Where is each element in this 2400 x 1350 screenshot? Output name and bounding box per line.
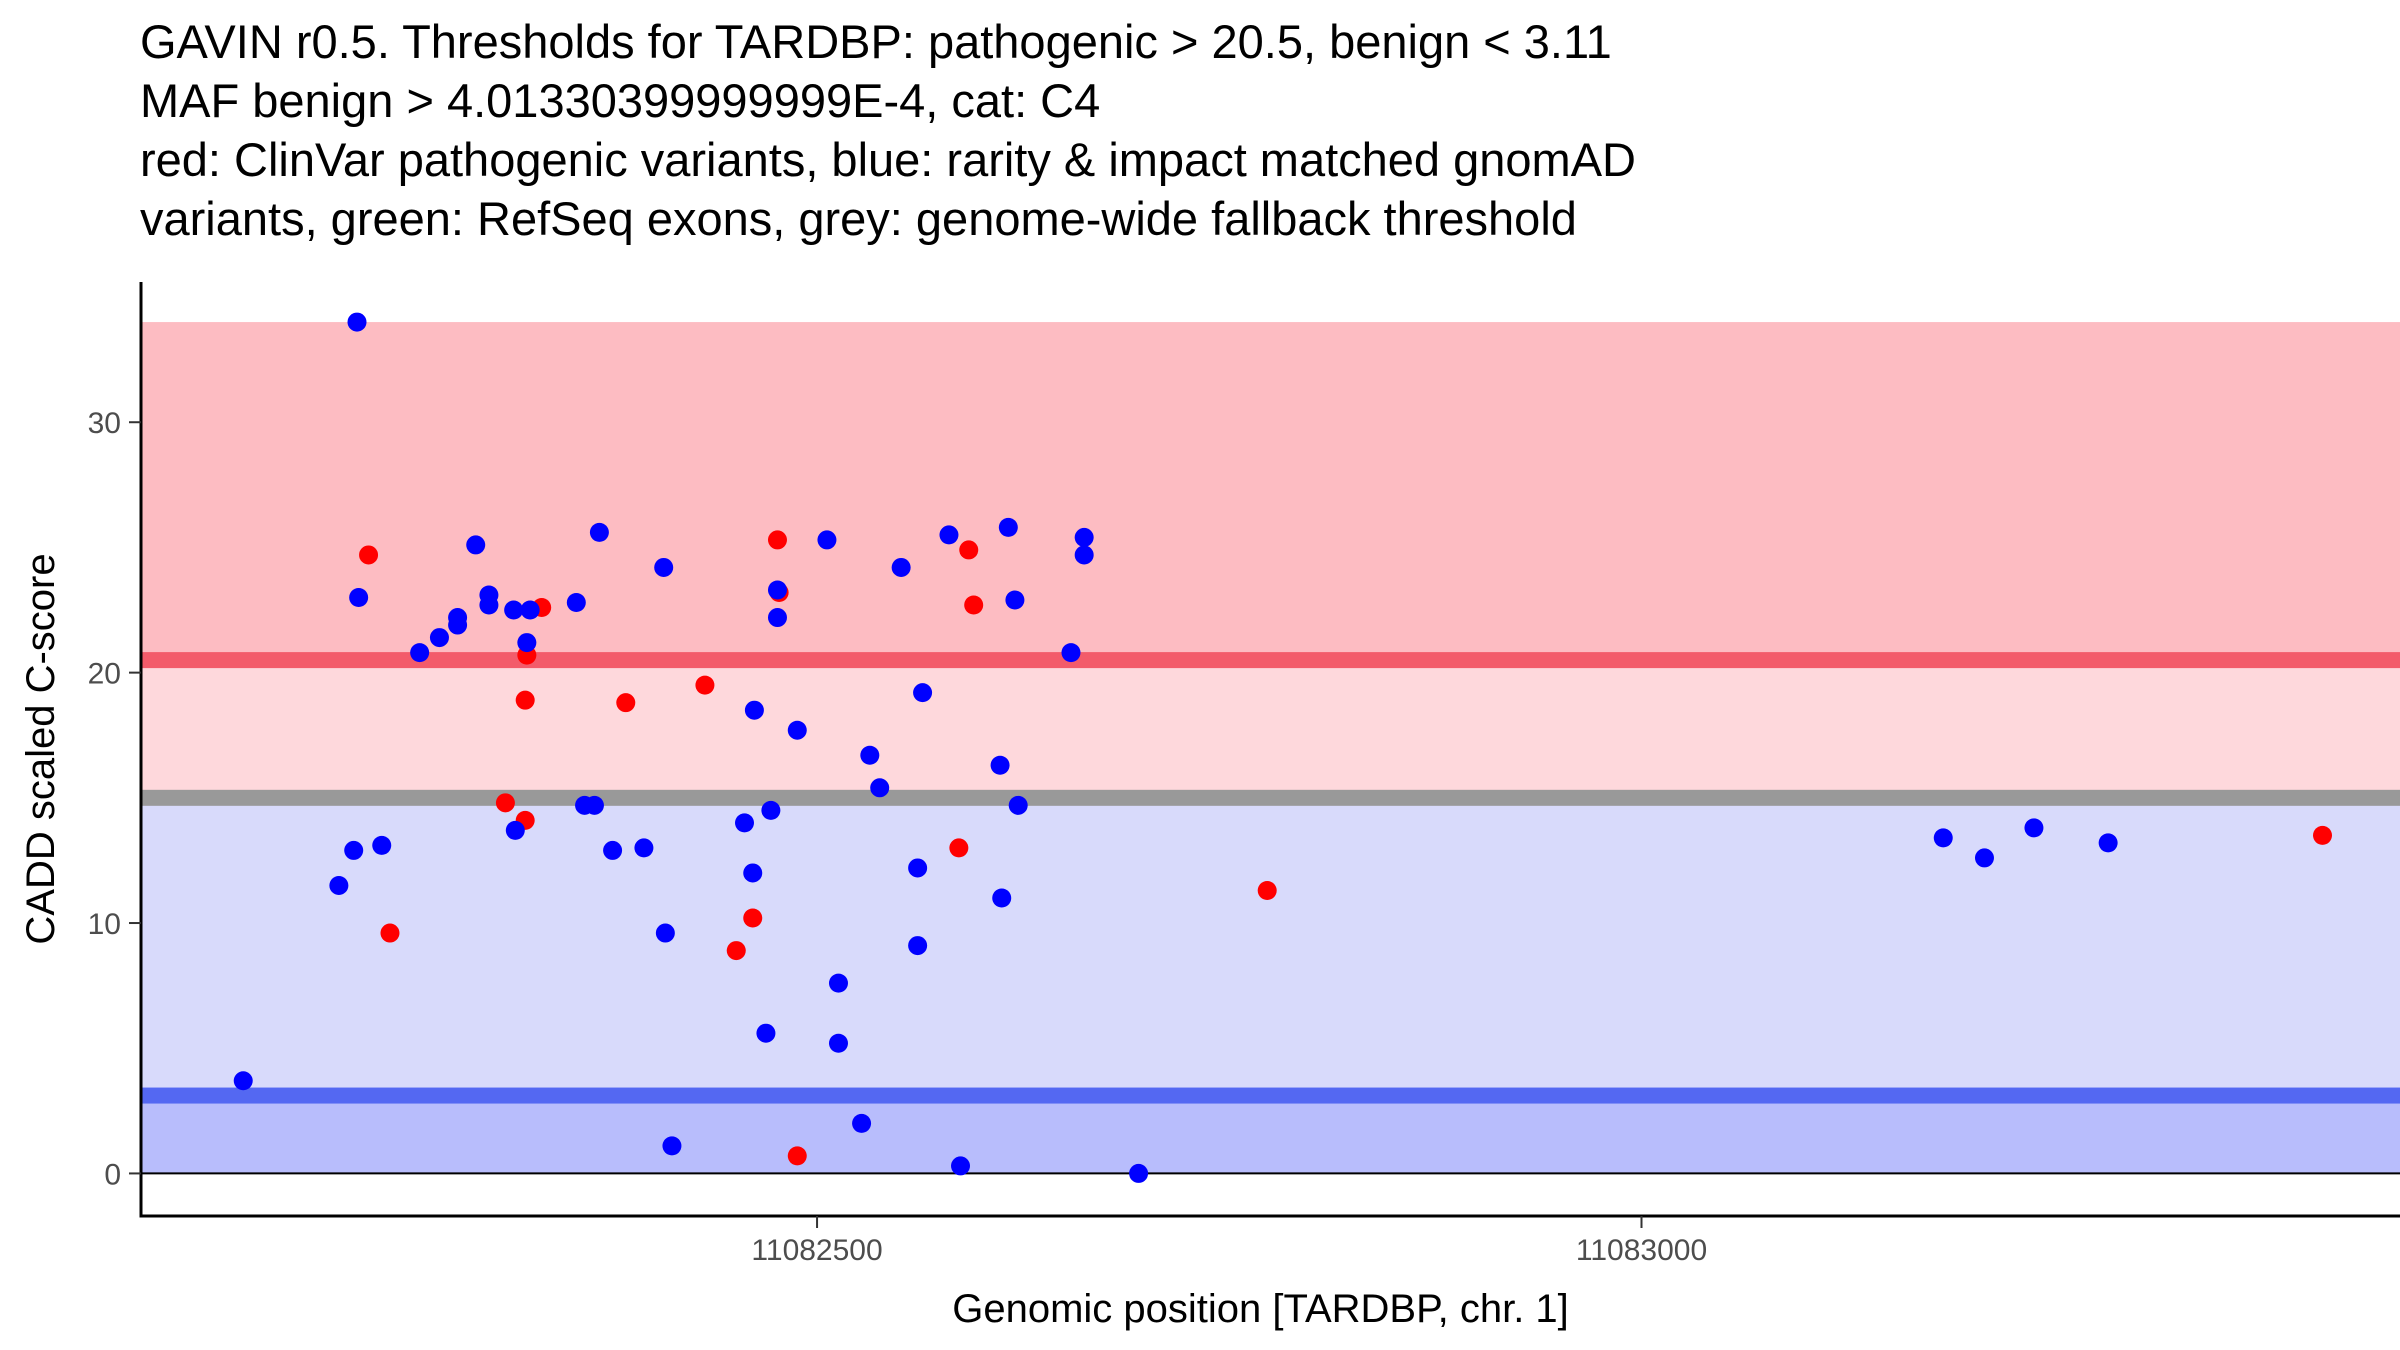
pathogenic-zone	[141, 322, 2400, 661]
benign-threshold-line	[141, 1087, 2400, 1104]
gnomad-point	[344, 840, 364, 860]
gnomad-point	[410, 643, 430, 663]
clinvar-point	[380, 923, 400, 943]
gnomad-point	[767, 608, 787, 628]
gnomad-point	[2024, 818, 2044, 838]
gnomad-point	[603, 840, 623, 860]
gnomad-point	[852, 1113, 872, 1133]
gnomad-point	[347, 312, 367, 332]
gnomad-point	[634, 838, 654, 858]
gnomad-point	[870, 778, 890, 798]
gnomad-point	[1074, 527, 1094, 547]
x-tick-label: 11083000	[1576, 1234, 1707, 1267]
gnomad-point	[504, 600, 524, 620]
gnomad-point	[329, 875, 349, 895]
title-line-2: MAF benign > 4.01330399999999E-4, cat: C…	[140, 74, 1101, 127]
gnomad-point	[233, 1071, 253, 1091]
clinvar-point	[964, 595, 984, 615]
clinvar-point	[495, 793, 515, 813]
gnomad-point	[743, 863, 763, 883]
gnomad-point	[1974, 848, 1994, 868]
clinvar-point	[359, 545, 379, 565]
gnomad-point	[744, 700, 764, 720]
gnomad-point	[998, 517, 1018, 537]
gnomad-point	[589, 522, 609, 542]
gnomad-point	[787, 720, 807, 740]
gnomad-point	[913, 683, 933, 703]
gnomad-point	[372, 835, 392, 855]
y-tick-label: 30	[88, 407, 121, 440]
gnomad-point	[951, 1156, 971, 1176]
gnomad-point	[761, 800, 781, 820]
gnomad-point	[1129, 1163, 1149, 1183]
gnomad-point	[2098, 833, 2118, 853]
gnomad-point	[908, 858, 928, 878]
gnomad-point	[756, 1023, 776, 1043]
threshold-lines	[141, 652, 2400, 1104]
gnomad-point	[828, 973, 848, 993]
y-tick-label: 10	[88, 908, 121, 941]
clinvar-point	[515, 690, 535, 710]
clinvar-point	[2313, 825, 2333, 845]
gnomad-point	[860, 745, 880, 765]
clinvar-point	[949, 838, 969, 858]
x-axis-title: Genomic position [TARDBP, chr. 1]	[952, 1287, 1569, 1331]
gnomad-point	[1061, 643, 1081, 663]
data-points	[233, 312, 2333, 1183]
gnomad-point	[654, 557, 674, 577]
gnomad-point	[584, 795, 604, 815]
gnomad-point	[891, 557, 911, 577]
x-tick-label: 11082500	[751, 1234, 882, 1267]
gnomad-point	[505, 820, 525, 840]
clinvar-point	[695, 675, 715, 695]
gnomad-point	[479, 595, 499, 615]
fallback-threshold-line	[141, 789, 2400, 806]
threshold-bands	[141, 322, 2400, 1174]
chart-title: GAVIN r0.5. Thresholds for TARDBP: patho…	[140, 12, 2360, 248]
pathogenic-threshold-line	[141, 652, 2400, 669]
gnomad-point	[817, 530, 837, 550]
gnomad-point	[466, 535, 486, 555]
y-tick-label: 20	[88, 658, 121, 691]
gnomad-point	[517, 633, 537, 653]
gnomad-point	[349, 588, 369, 608]
gnomad-point	[662, 1136, 682, 1156]
title-line-1: GAVIN r0.5. Thresholds for TARDBP: patho…	[140, 15, 1612, 68]
clinvar-point	[959, 540, 979, 560]
gnomad-point	[520, 600, 540, 620]
title-line-4: variants, green: RefSeq exons, grey: gen…	[140, 192, 1577, 245]
gnomad-point	[828, 1033, 848, 1053]
gnomad-point	[1074, 545, 1094, 565]
clinvar-point	[767, 530, 787, 550]
gnomad-point	[1005, 590, 1025, 610]
gnomad-point	[734, 813, 754, 833]
clinvar-point	[616, 693, 636, 713]
gnomad-series	[233, 312, 2118, 1183]
clinvar-point	[787, 1146, 807, 1166]
gnomad-point	[767, 580, 787, 600]
clinvar-point	[1257, 880, 1277, 900]
gnomad-point	[992, 888, 1012, 908]
benign-zone	[141, 1095, 2400, 1174]
gnomad-point	[655, 923, 675, 943]
gnomad-point	[908, 936, 928, 956]
gnomad-point	[990, 755, 1010, 775]
gnomad-point	[448, 615, 468, 635]
axis-ticks: 0 10 20 30 11082500 11083000	[88, 407, 1708, 1267]
gnomad-point	[566, 593, 586, 613]
y-tick-label: 0	[104, 1158, 121, 1191]
axes	[139, 282, 2400, 1218]
clinvar-point	[743, 908, 763, 928]
gnomad-point	[1008, 795, 1028, 815]
y-axis-title: CADD scaled C-score	[19, 553, 63, 944]
below-fallback-zone	[141, 797, 2400, 1096]
gnomad-point	[429, 628, 449, 648]
between-zone	[141, 660, 2400, 798]
gnomad-point	[1933, 828, 1953, 848]
gnomad-point	[939, 525, 959, 545]
clinvar-point	[726, 941, 746, 961]
title-line-3: red: ClinVar pathogenic variants, blue: …	[140, 133, 1636, 186]
